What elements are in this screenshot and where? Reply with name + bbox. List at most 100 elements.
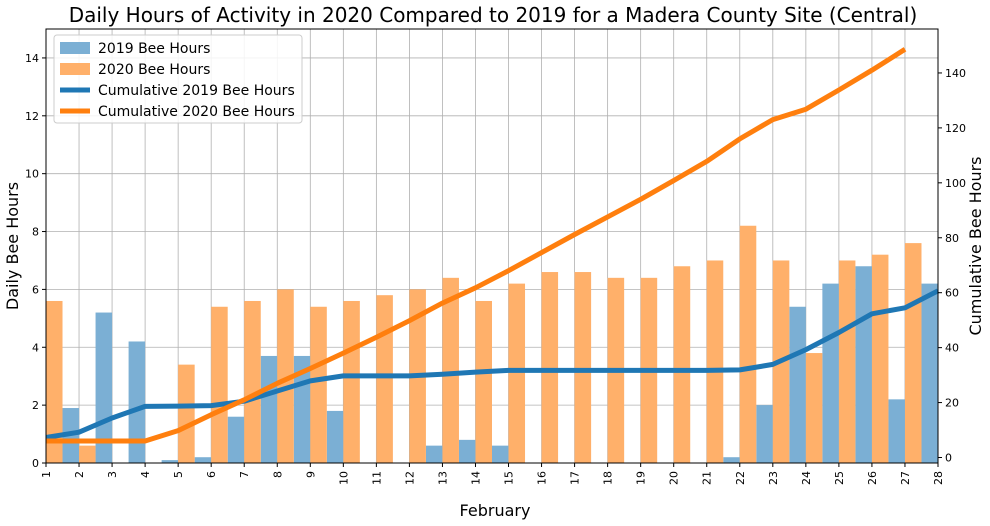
x-tick-label: 28	[932, 471, 945, 485]
left-tick-label: 12	[25, 110, 39, 123]
bar-2020-bee-hours	[574, 272, 592, 463]
x-tick-label: 19	[635, 471, 648, 485]
bar-2019-bee-hours	[128, 341, 146, 463]
left-tick-label: 6	[32, 283, 39, 296]
bar-2019-bee-hours	[492, 445, 509, 463]
x-tick-label: 23	[767, 471, 780, 485]
x-tick-label: 24	[800, 471, 813, 485]
x-tick-label: 5	[172, 471, 185, 478]
line-cumulative-2019-bee-hours	[45, 288, 940, 440]
bar-2019-bee-hours	[194, 457, 212, 463]
legend-swatch	[60, 63, 90, 75]
left-axis-ticks: 0 2 4 6 8 10 12 14	[25, 52, 46, 470]
bar-2020-bee-hours	[541, 272, 559, 463]
right-tick-label: 140	[945, 67, 966, 80]
right-axis-ticks: 0 20 40 60 80 100 120 140	[938, 67, 966, 465]
bar-2020-bee-hours	[178, 364, 195, 463]
x-tick-label: 7	[238, 471, 251, 478]
x-tick-label: 8	[271, 471, 284, 478]
bar-2020-bee-hours	[244, 300, 261, 463]
x-tick-label: 18	[602, 471, 615, 485]
bar-2020-bee-hours	[706, 260, 724, 463]
x-tick-label: 9	[304, 471, 317, 478]
x-axis-label: February	[460, 501, 531, 520]
line-cumulative-2020-bee-hours	[46, 47, 907, 444]
bar-2019-bee-hours	[888, 399, 905, 463]
left-tick-label: 0	[32, 457, 39, 470]
bar-2019-bee-hours	[260, 355, 278, 463]
x-tick-label: 20	[668, 471, 681, 485]
right-tick-label: 0	[945, 452, 952, 465]
bar-2019-bee-hours	[458, 439, 476, 463]
x-tick-label: 6	[205, 471, 218, 478]
legend-box	[53, 34, 303, 124]
bar-2019-bee-hours	[789, 306, 806, 463]
bar-2019-bee-hours	[161, 460, 179, 463]
legend-label: Cumulative 2020 Bee Hours	[98, 104, 295, 120]
chart-title: Daily Hours of Activity in 2020 Compared…	[69, 3, 918, 27]
left-tick-label: 2	[32, 399, 39, 412]
bar-2020-bee-hours	[805, 353, 823, 463]
bar-2020-bee-hours	[508, 283, 526, 463]
bar-2020-bee-hours	[442, 277, 459, 463]
right-tick-label: 20	[945, 397, 959, 410]
legend-label: 2019 Bee Hours	[98, 41, 210, 57]
right-tick-label: 60	[945, 287, 959, 300]
bar-2020-bee-hours	[277, 289, 294, 463]
bar-2019-bee-hours	[822, 283, 839, 463]
bar-2020-bee-hours	[739, 225, 757, 463]
x-tick-label: 22	[734, 471, 747, 485]
x-tick-label: 26	[866, 471, 879, 485]
bar-2020-bee-hours	[838, 260, 856, 463]
bar-2019-bee-hours	[425, 445, 443, 463]
x-tick-label: 10	[337, 471, 350, 485]
left-tick-label: 4	[32, 341, 39, 354]
bar-2019-bee-hours	[227, 416, 245, 463]
x-tick-label: 27	[899, 471, 912, 485]
plot-frame	[45, 28, 939, 464]
bar-2020-bee-hours	[79, 445, 96, 463]
left-axis-label: Daily Bee Hours	[3, 182, 22, 310]
bar-2020-bee-hours	[904, 243, 922, 463]
legend-swatch	[60, 42, 90, 54]
left-tick-label: 14	[25, 52, 39, 65]
bar-2020-bee-hours	[871, 254, 889, 463]
right-tick-label: 100	[945, 177, 966, 190]
x-tick-label: 15	[503, 471, 516, 485]
x-tick-label: 1	[40, 471, 53, 478]
right-tick-label: 80	[945, 232, 959, 245]
x-axis-ticks: 1 2 3 4 5 6 7 8 9 10 11 12 13 14 15 16 17 18 19 20 21 22 23 24 2…	[40, 463, 945, 485]
bar-2019-bee-hours	[326, 410, 344, 463]
x-tick-label: 21	[701, 471, 714, 485]
right-tick-label: 120	[945, 122, 966, 135]
x-tick-label: 14	[469, 471, 482, 485]
bar-2020-bee-hours	[673, 266, 691, 463]
x-tick-label: 4	[139, 471, 152, 478]
x-tick-label: 11	[370, 471, 383, 485]
legend-label: Cumulative 2019 Bee Hours	[98, 83, 295, 99]
right-tick-label: 40	[945, 342, 959, 355]
right-axis-label: Cumulative Bee Hours	[966, 156, 985, 335]
x-tick-label: 2	[73, 471, 86, 478]
bar-2020-bee-hours	[46, 300, 63, 463]
bar-2019-bee-hours	[723, 457, 740, 463]
bar-2020-bee-hours	[343, 300, 360, 463]
x-tick-label: 25	[833, 471, 846, 485]
x-tick-label: 17	[569, 471, 582, 485]
bar-2019-bee-hours	[855, 266, 872, 463]
bar-2019-bee-hours	[756, 405, 773, 463]
left-tick-label: 8	[32, 226, 39, 239]
legend: 2019 Bee Hours 2020 Bee Hours Cumulative 2…	[53, 34, 303, 124]
x-tick-label: 13	[436, 471, 449, 485]
left-margin-mask	[0, 29, 46, 464]
x-tick-label: 16	[536, 471, 549, 485]
x-tick-label: 12	[403, 471, 416, 485]
bar-2019-bee-hours	[921, 283, 938, 463]
bar-2020-bee-hours	[310, 306, 327, 463]
bar-2020-bee-hours	[475, 300, 492, 463]
legend-label: 2020 Bee Hours	[98, 62, 210, 78]
x-tick-label: 3	[106, 471, 119, 478]
left-tick-label: 10	[25, 168, 39, 181]
bar-2020-bee-hours	[376, 295, 393, 463]
